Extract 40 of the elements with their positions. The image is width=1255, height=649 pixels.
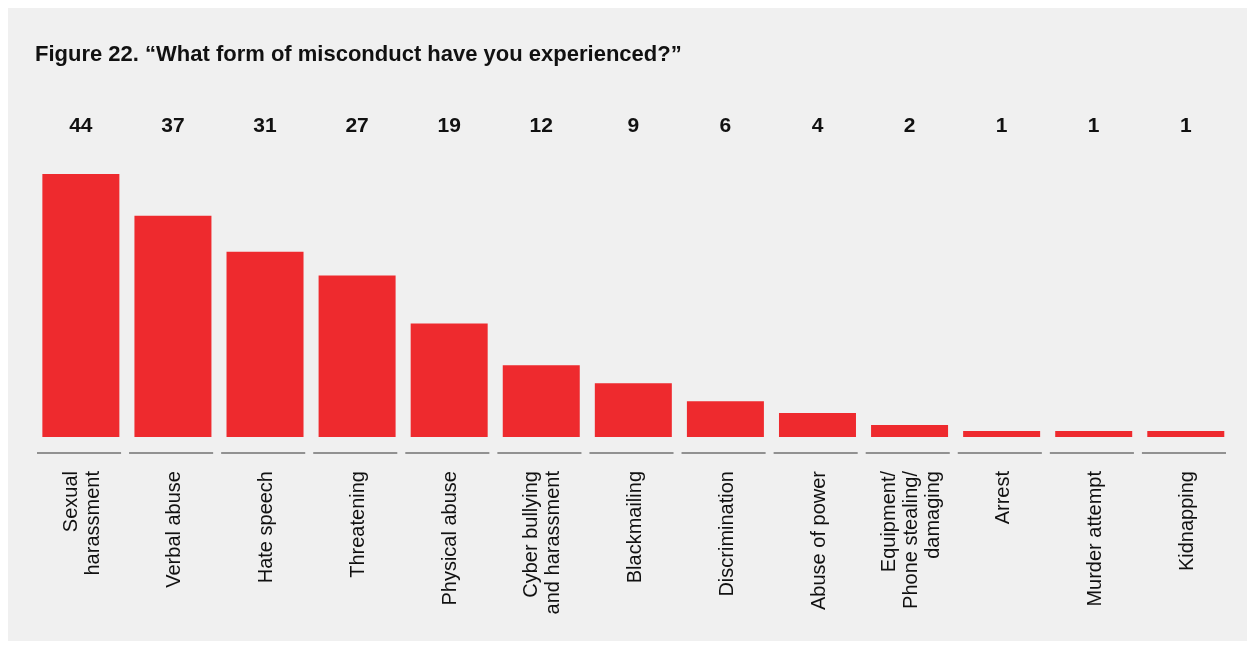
bar xyxy=(778,413,856,437)
x-tick-label: Verbal abuse xyxy=(162,471,185,588)
bar xyxy=(410,323,488,437)
data-label: 9 xyxy=(627,113,640,136)
x-tick-label: Blackmailing xyxy=(622,471,645,584)
data-label: 4 xyxy=(811,113,824,136)
x-tick-label: Cyber bullying and harassment xyxy=(519,470,564,615)
bar xyxy=(42,174,120,437)
bar xyxy=(226,251,304,437)
x-tick-label: Kidnapping xyxy=(1174,471,1197,572)
x-tick-label: Murder attempt xyxy=(1082,470,1105,607)
data-label: 1 xyxy=(1087,113,1100,136)
data-label: 19 xyxy=(437,113,461,136)
bar xyxy=(1147,431,1225,437)
bar xyxy=(963,431,1041,437)
data-label: 1 xyxy=(995,113,1008,136)
x-tick-label: Sexual harassment xyxy=(59,470,104,576)
data-label: 6 xyxy=(719,113,732,136)
data-label: 27 xyxy=(345,113,369,136)
bar xyxy=(871,425,949,437)
bar xyxy=(134,215,212,437)
x-tick-label: Equipment/ Phone stealing/ damaging xyxy=(876,470,943,609)
x-tick-label: Arrest xyxy=(990,470,1013,525)
data-label: 2 xyxy=(903,113,916,136)
x-tick-label: Threatening xyxy=(346,471,369,578)
data-label: 12 xyxy=(529,113,553,136)
data-label: 37 xyxy=(161,113,185,136)
bar xyxy=(1055,431,1133,437)
data-label: 31 xyxy=(253,113,278,136)
data-label: 44 xyxy=(69,113,93,136)
x-tick-label: Discrimination xyxy=(714,471,737,597)
bar xyxy=(318,275,396,437)
bar xyxy=(594,383,672,437)
x-tick-label: Physical abuse xyxy=(438,471,461,606)
bar xyxy=(686,401,764,437)
x-tick-label: Hate speech xyxy=(254,471,277,584)
bar xyxy=(502,365,580,437)
chart-title: Figure 22. “What form of misconduct have you experienced?” xyxy=(35,41,682,67)
x-tick-label: Abuse of power xyxy=(806,470,829,610)
data-label: 1 xyxy=(1179,113,1192,136)
